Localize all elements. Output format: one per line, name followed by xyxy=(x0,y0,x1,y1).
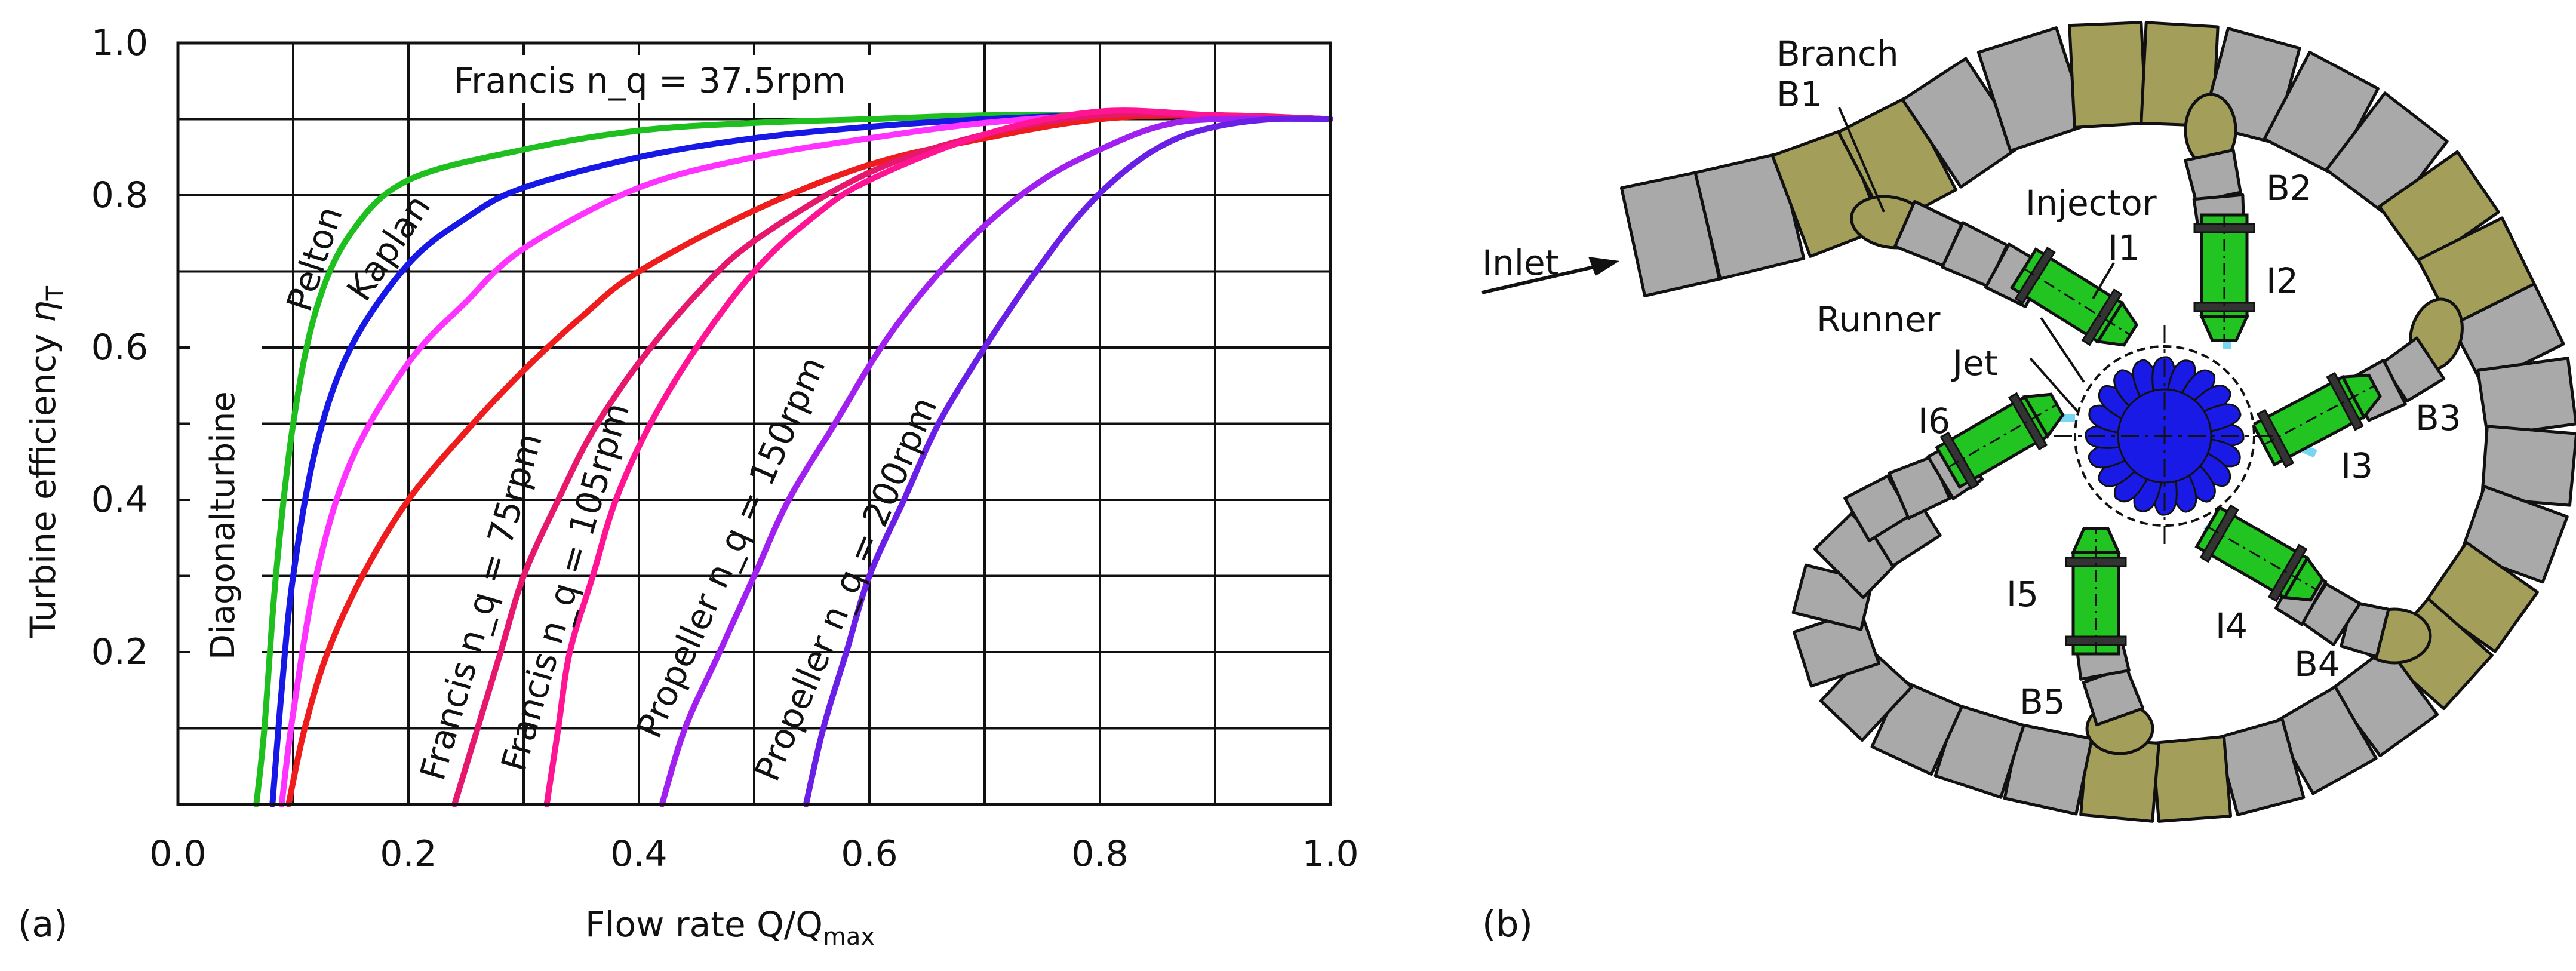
series-line-4 xyxy=(451,110,1333,807)
label-backgrounds xyxy=(190,55,918,682)
curves xyxy=(253,107,1333,807)
pelton-label: Pelton xyxy=(279,201,351,316)
manifold-segment xyxy=(2325,91,2449,219)
jet-label: Jet xyxy=(1951,343,1998,383)
manifold-segment xyxy=(2424,540,2539,653)
series-line-6 xyxy=(659,115,1333,807)
y-tick-label: 0.2 xyxy=(91,631,148,673)
manifold-segment xyxy=(2450,282,2565,386)
x-tick-label: 0.6 xyxy=(841,833,897,875)
injectors xyxy=(1935,213,2382,656)
injector-6 xyxy=(1935,392,2065,490)
b2-label: B2 xyxy=(2266,168,2312,208)
y-tick-labels: 0.2 0.4 0.6 0.8 1.0 xyxy=(91,22,148,673)
series-line-3 xyxy=(285,112,1333,807)
i2-label: I2 xyxy=(2266,260,2298,301)
manifold-segment xyxy=(2329,645,2439,758)
manifold-segment xyxy=(2263,50,2380,176)
i4-label: I4 xyxy=(2215,606,2248,646)
i5-label: I5 xyxy=(2006,574,2039,614)
x-axis-title: Flow rate Q/Qmax xyxy=(585,904,875,951)
plot-frame xyxy=(176,41,1332,806)
b3-label: B3 xyxy=(2415,398,2461,438)
diagonalturbine-label: Diagonalturbine xyxy=(204,391,242,660)
y-tick-label: 0.4 xyxy=(91,479,148,521)
manifold-segment xyxy=(2271,685,2378,795)
injector-1 xyxy=(2009,247,2139,347)
manifold-segment xyxy=(2068,21,2148,129)
b5-label: B5 xyxy=(2019,681,2065,722)
inlet-arrow xyxy=(1481,257,1619,294)
manifold-segment xyxy=(2151,735,2233,823)
injector-2 xyxy=(2193,213,2255,342)
x-tick-label: 0.0 xyxy=(149,833,206,875)
injector-label: Injector xyxy=(2025,183,2157,223)
x-tick-label: 0.2 xyxy=(380,833,436,875)
manifold-segment xyxy=(1976,26,2089,152)
i6-label: I6 xyxy=(1918,401,1950,441)
injector-3 xyxy=(2251,371,2382,468)
series-line-5 xyxy=(543,107,1333,807)
manifold-segment xyxy=(1819,647,1913,742)
manifold-segment xyxy=(2215,718,2306,816)
manifold-segment xyxy=(2378,150,2500,268)
efficiency-chart: 0.0 0.2 0.4 0.6 0.8 1.0 0.2 0.4 0.6 0.8 1.0 Franc… xyxy=(18,22,1359,951)
francis-37-label: Francis n_q = 37.5rpm xyxy=(454,60,846,101)
leader-lines xyxy=(1838,107,2115,413)
branch-segment xyxy=(2082,665,2145,727)
manifold-segment xyxy=(1813,512,1901,600)
manifold-segment xyxy=(2476,357,2576,438)
series-line-7 xyxy=(803,115,1333,807)
y-tick-label: 0.8 xyxy=(91,174,148,216)
b4-label: B4 xyxy=(2294,644,2340,684)
y-axis-title: Turbine efficiency ηT xyxy=(23,285,69,638)
injector-5 xyxy=(2065,527,2127,656)
x-tick-labels: 0.0 0.2 0.4 0.6 0.8 1.0 xyxy=(149,833,1358,875)
diagram-labels: Inlet Branch B1 Injector I1 B2 I2 Runner… xyxy=(1482,33,2461,722)
runner-label: Runner xyxy=(1816,299,1941,340)
runner xyxy=(2054,325,2275,546)
manifold-segment xyxy=(2480,425,2576,507)
branch-segment xyxy=(2184,148,2242,204)
x-tick-label: 0.8 xyxy=(1071,833,1128,875)
i1-label: I1 xyxy=(2108,228,2140,268)
manifold-segment xyxy=(2003,723,2094,816)
y-tick-label: 0.6 xyxy=(91,327,148,368)
i3-label: I3 xyxy=(2341,445,2373,486)
y-tick-label: 1.0 xyxy=(91,22,148,64)
injector-4 xyxy=(2194,504,2325,603)
pelton-distributor-diagram: Inlet Branch B1 Injector I1 B2 I2 Runner… xyxy=(1481,21,2576,945)
panel-a-label: (a) xyxy=(18,904,68,945)
runner-bucket xyxy=(2200,403,2242,433)
branch-label: Branch xyxy=(1776,33,1899,74)
branch-segment xyxy=(1843,474,1912,543)
x-tick-label: 0.4 xyxy=(610,833,667,875)
manifold-segment xyxy=(1901,57,2025,189)
panel-b-label: (b) xyxy=(1482,904,1533,945)
x-tick-label: 1.0 xyxy=(1302,833,1358,875)
b1-label: B1 xyxy=(1776,74,1822,115)
manifold-segment xyxy=(1933,703,2025,799)
inlet-label: Inlet xyxy=(1482,242,1558,283)
